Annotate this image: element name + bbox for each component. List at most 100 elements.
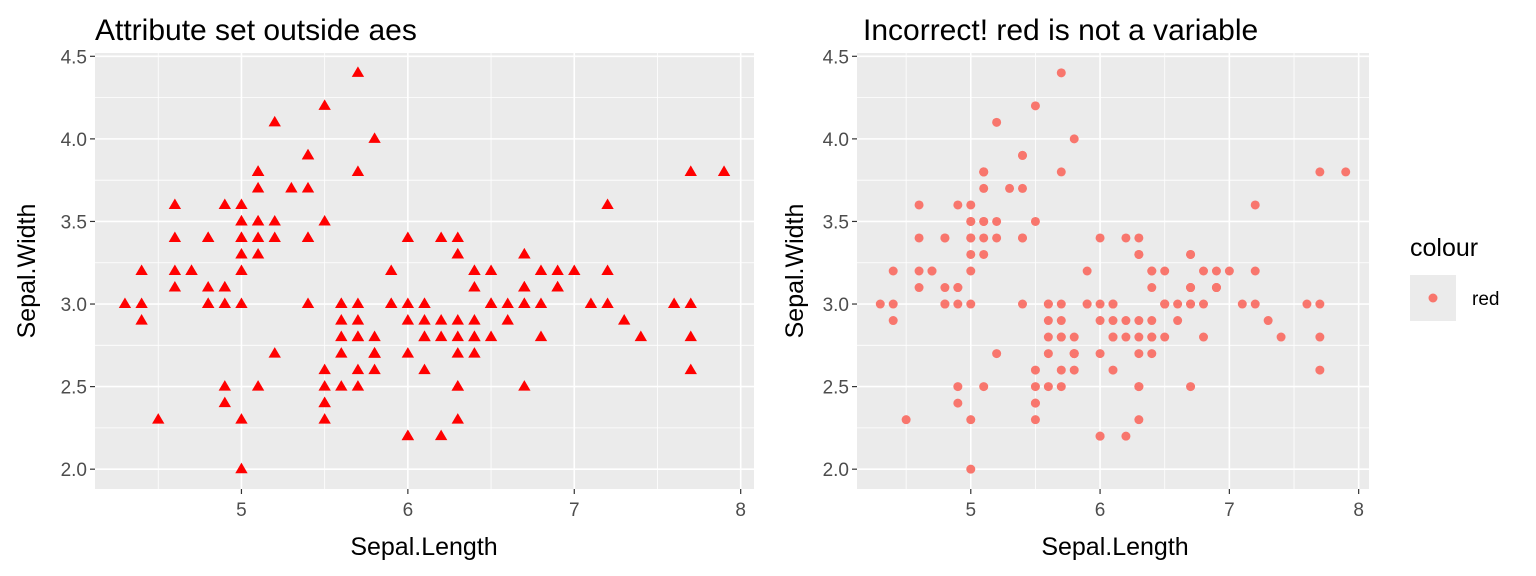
data-point: [1263, 316, 1273, 326]
data-point: [1017, 233, 1027, 243]
data-point: [953, 283, 963, 293]
data-point: [268, 347, 281, 358]
data-point: [518, 380, 531, 391]
data-point: [168, 198, 182, 209]
data-point: [1121, 332, 1131, 342]
data-point: [301, 297, 315, 309]
data-point: [418, 297, 431, 309]
data-point: [1056, 382, 1066, 392]
data-point: [484, 297, 498, 309]
data-point: [401, 429, 415, 441]
data-point: [218, 198, 231, 209]
data-point: [1186, 249, 1196, 259]
data-point: [568, 264, 581, 276]
x-ticks-right: 5 6 7 8: [965, 489, 1364, 521]
data-point: [1030, 398, 1040, 408]
data-point: [979, 382, 989, 392]
data-point: [135, 264, 148, 276]
data-point: [351, 330, 365, 342]
data-point: [979, 216, 989, 226]
data-point: [218, 396, 231, 408]
data-point: [1134, 349, 1144, 359]
data-point: [634, 330, 648, 342]
data-point: [1173, 299, 1183, 309]
data-point: [1082, 299, 1092, 309]
data-point: [418, 314, 431, 325]
data-point: [1341, 167, 1351, 177]
data-point: [268, 214, 281, 226]
data-point: [335, 380, 348, 391]
data-point: [351, 165, 365, 176]
x-axis-label-left: Sepal.Length: [350, 533, 497, 561]
data-point: [1147, 349, 1157, 359]
data-point: [335, 314, 348, 325]
y-tick-label: 2.0: [61, 460, 87, 481]
data-point: [717, 165, 731, 176]
y-tick-label: 3.5: [61, 212, 87, 233]
data-point: [966, 299, 976, 309]
data-point: [914, 233, 924, 243]
data-point: [1017, 150, 1027, 160]
data-point: [1160, 332, 1170, 342]
data-point: [601, 264, 614, 276]
y-axis-label-left: Sepal.Width: [13, 204, 41, 339]
data-point: [351, 297, 365, 309]
data-point: [1199, 266, 1209, 276]
panel-background-left: [95, 53, 754, 489]
data-point: [1315, 365, 1325, 375]
data-point: [1134, 249, 1144, 259]
data-point: [434, 231, 448, 242]
y-axis-label-right: Sepal.Width: [781, 204, 809, 339]
data-point: [218, 297, 231, 309]
data-point: [1017, 299, 1027, 309]
data-point: [953, 200, 963, 210]
panel-right: Incorrect! red is not a variable 2.0 2.5 3…: [781, 14, 1369, 561]
data-point: [135, 314, 148, 325]
data-point: [979, 233, 989, 243]
data-point: [1056, 167, 1066, 177]
chart-title-left: Attribute set outside aes: [95, 14, 417, 47]
data-point: [940, 233, 950, 243]
data-point: [1211, 266, 1221, 276]
data-point: [468, 281, 481, 292]
data-point: [1043, 299, 1053, 309]
data-point: [318, 396, 331, 408]
data-point: [218, 281, 231, 292]
data-point: [888, 299, 898, 309]
data-point: [1056, 365, 1066, 375]
data-point: [268, 115, 281, 127]
data-point: [1224, 266, 1234, 276]
y-tick-label: 2.5: [823, 378, 849, 399]
data-point: [335, 347, 348, 358]
data-point: [468, 330, 481, 342]
data-point: [992, 233, 1002, 243]
y-ticks-right: 2.0 2.5 3.0 3.5 4.0 4.5: [823, 47, 857, 481]
data-point: [667, 297, 681, 309]
data-point: [185, 264, 198, 276]
data-point: [1043, 316, 1053, 326]
data-point: [1160, 299, 1170, 309]
data-point: [1030, 216, 1040, 226]
data-point: [601, 198, 614, 209]
data-point: [401, 347, 415, 358]
data-point: [451, 314, 464, 325]
data-point: [1082, 266, 1092, 276]
data-point: [1005, 183, 1015, 193]
data-point: [468, 314, 481, 325]
data-point: [451, 231, 464, 242]
data-point: [318, 363, 331, 375]
data-point: [914, 283, 924, 293]
y-tick-label: 4.5: [61, 47, 87, 68]
data-point: [953, 382, 963, 392]
data-point: [484, 330, 498, 342]
data-point: [1056, 68, 1066, 78]
data-point: [251, 165, 265, 176]
data-point: [966, 464, 976, 474]
data-point: [318, 214, 331, 226]
data-point: [551, 264, 564, 276]
y-tick-label: 3.0: [61, 295, 87, 316]
data-point: [966, 233, 976, 243]
x-axis-label-right: Sepal.Length: [1041, 533, 1188, 561]
data-point: [914, 266, 924, 276]
